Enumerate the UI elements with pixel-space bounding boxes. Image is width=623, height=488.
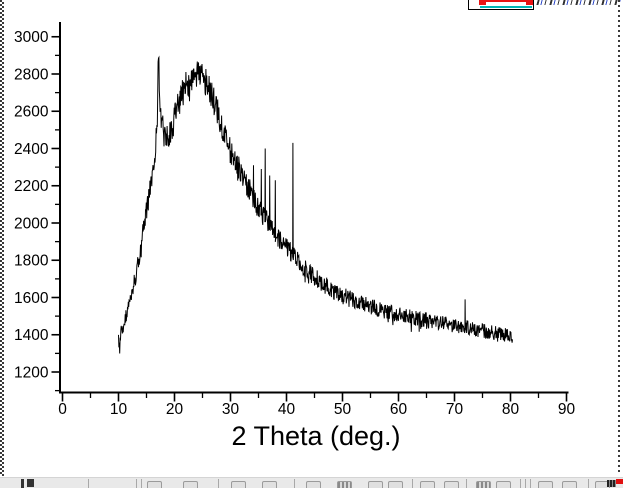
y-tick-label: 2600 bbox=[14, 104, 49, 121]
page-margin-dotted-left bbox=[0, 0, 2, 476]
x-tick-label: 70 bbox=[446, 401, 464, 418]
toolbar-separator bbox=[525, 479, 526, 488]
y-tick-label: 2800 bbox=[14, 66, 49, 83]
x-tick-label: 90 bbox=[558, 401, 576, 418]
toolbar-separator bbox=[218, 479, 219, 488]
toolbar-glyph-icon[interactable] bbox=[21, 479, 24, 488]
x-tick-label: 0 bbox=[58, 401, 67, 418]
x-tick-label: 80 bbox=[502, 401, 520, 418]
legend-underline bbox=[480, 6, 532, 8]
x-tick-label: 60 bbox=[390, 401, 408, 418]
y-tick-label: 1200 bbox=[14, 364, 49, 381]
toolbar-button[interactable] bbox=[476, 481, 491, 488]
x-tick-label: 40 bbox=[278, 401, 296, 418]
x-tick-label: 30 bbox=[222, 401, 240, 418]
toolbar-separator bbox=[466, 479, 467, 488]
toolbar-separator bbox=[88, 479, 89, 488]
toolbar-separator bbox=[136, 479, 137, 488]
legend-box[interactable] bbox=[468, 0, 534, 10]
toolbar-button[interactable] bbox=[147, 481, 162, 488]
toolbar-button[interactable] bbox=[496, 481, 511, 488]
selection-handle-right[interactable] bbox=[526, 0, 533, 5]
toolbar-separator bbox=[520, 479, 521, 488]
toolbar-separator bbox=[141, 479, 142, 488]
toolbar-separator bbox=[588, 479, 589, 488]
x-tick-label: 20 bbox=[166, 401, 184, 418]
y-axis: 1200 1400 1600 1800 2000 2200 2400 2600 2800 3000 bbox=[14, 22, 61, 394]
toolbar-button[interactable] bbox=[337, 481, 352, 488]
toolbar-button[interactable] bbox=[183, 481, 198, 488]
toolbar-glyph-icon[interactable] bbox=[27, 479, 34, 487]
x-tick-label: 50 bbox=[334, 401, 352, 418]
toolbar-separator bbox=[412, 479, 413, 488]
x-axis: 0 10 20 30 40 50 60 70 80 90 bbox=[58, 391, 576, 418]
toolbar-button[interactable] bbox=[444, 481, 459, 488]
y-tick-label: 2200 bbox=[14, 178, 49, 195]
toolbar-button[interactable] bbox=[388, 481, 403, 488]
toolbar-button[interactable] bbox=[538, 481, 553, 488]
y-tick-label: 3000 bbox=[14, 29, 49, 46]
page-margin-dotted-right bbox=[618, 0, 620, 474]
toolbar-separator bbox=[530, 479, 531, 488]
x-axis-title: 2 Theta (deg.) bbox=[231, 421, 401, 451]
clipped-tiny-annotation-text bbox=[536, 0, 622, 5]
y-tick-label: 1600 bbox=[14, 290, 49, 307]
toolbar-separator bbox=[294, 479, 295, 488]
page-margin-dotted-left-2 bbox=[2, 0, 4, 476]
toolbar-button[interactable] bbox=[262, 481, 277, 488]
selection-highlight-top bbox=[479, 0, 533, 2]
y-tick-label: 1800 bbox=[14, 253, 49, 270]
x-tick-label: 10 bbox=[110, 401, 128, 418]
toolbar-button[interactable] bbox=[306, 481, 321, 488]
xrd-chart-plot-area[interactable]: 1200140016001800200022002400260028003000… bbox=[0, 0, 623, 477]
bottom-toolbar bbox=[0, 477, 623, 488]
toolbar-button[interactable] bbox=[231, 481, 246, 488]
y-tick-label: 1400 bbox=[14, 327, 49, 344]
toolbar-button[interactable] bbox=[562, 481, 577, 488]
xrd-trace[interactable] bbox=[118, 55, 513, 354]
toolbar-button[interactable] bbox=[368, 481, 383, 488]
y-tick-label: 2400 bbox=[14, 141, 49, 158]
toolbar-button[interactable] bbox=[420, 481, 435, 488]
y-tick-label: 2000 bbox=[14, 215, 49, 232]
toolbar-red-icon[interactable] bbox=[616, 479, 623, 484]
toolbar-dark-icon[interactable] bbox=[607, 480, 616, 487]
selection-handle-left[interactable] bbox=[479, 0, 486, 5]
